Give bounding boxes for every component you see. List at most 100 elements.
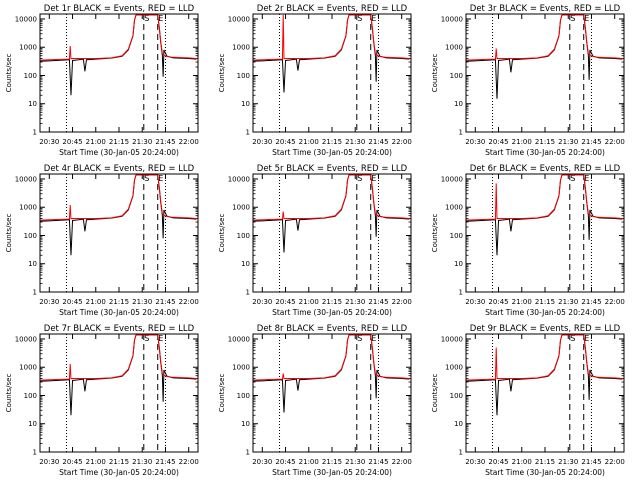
x-tick-label: 20:30	[39, 138, 59, 146]
x-tick-label: 21:45	[155, 138, 175, 146]
y-tick-label: 10000	[441, 175, 463, 183]
x-tick-label: 21:30	[345, 458, 365, 466]
x-tick-label: 22:00	[179, 458, 199, 466]
chart-title: Det 4r BLACK = Events, RED = LLD	[44, 164, 195, 174]
y-tick-label: 1	[459, 289, 463, 297]
x-tick-label: 20:45	[275, 458, 295, 466]
y-tick-label: 1000	[232, 364, 250, 372]
x-axis-label: Start Time (30-Jan-05 20:24:00)	[272, 308, 392, 317]
interval-marker-label: S	[144, 334, 149, 343]
y-axis-label: Counts/sec	[431, 54, 439, 93]
interval-marker-label: S	[570, 334, 575, 343]
detector-panel: Det 4r BLACK = Events, RED = LLD Counts/s…	[5, 164, 199, 317]
series-line-black	[465, 334, 623, 416]
x-axis-label: Start Time (30-Jan-05 20:24:00)	[272, 468, 392, 477]
y-tick-label: 1	[459, 129, 463, 137]
y-tick-label: 1000	[445, 44, 463, 52]
x-tick-label: 20:45	[62, 298, 82, 306]
plot-frame	[39, 13, 199, 133]
chart-title: Det 7r BLACK = Events, RED = LLD	[44, 324, 195, 334]
x-tick-label: 21:30	[558, 298, 578, 306]
series-line-red	[465, 174, 623, 221]
series-line-black	[252, 174, 410, 253]
y-tick-label: 100	[450, 392, 463, 400]
x-tick-label: 21:30	[132, 138, 152, 146]
y-axis-label: Counts/sec	[218, 54, 226, 93]
y-tick-label: 10	[241, 260, 250, 268]
x-tick-label: 20:45	[488, 298, 508, 306]
x-tick-label: 21:45	[368, 138, 388, 146]
plot-frame	[252, 333, 412, 453]
interval-marker-label: E	[158, 334, 163, 343]
x-axis-label: Start Time (30-Jan-05 20:24:00)	[272, 148, 392, 157]
chart-title: Det 6r BLACK = Events, RED = LLD	[470, 164, 621, 174]
x-tick-label: 21:15	[109, 138, 129, 146]
detector-panel: Det 9r BLACK = Events, RED = LLD Counts/s…	[431, 324, 625, 477]
x-tick-label: 21:45	[155, 298, 175, 306]
y-tick-label: 100	[237, 232, 250, 240]
series-line-red	[252, 14, 410, 61]
y-tick-label: 100	[450, 72, 463, 80]
y-axis-label: Counts/sec	[5, 214, 13, 253]
chart-title: Det 5r BLACK = Events, RED = LLD	[257, 164, 408, 174]
detector-panel: Det 7r BLACK = Events, RED = LLD Counts/s…	[5, 324, 199, 477]
series-line-red	[465, 334, 623, 381]
y-tick-label: 1	[246, 289, 250, 297]
interval-marker-label: S	[570, 14, 575, 23]
x-tick-label: 21:30	[558, 138, 578, 146]
series-line-black	[39, 334, 197, 416]
y-tick-label: 10	[241, 420, 250, 428]
chart-title: Det 9r BLACK = Events, RED = LLD	[470, 324, 621, 334]
x-tick-label: 20:30	[252, 458, 272, 466]
y-tick-label: 1	[246, 449, 250, 457]
x-tick-label: 20:30	[465, 138, 485, 146]
x-axis-label: Start Time (30-Jan-05 20:24:00)	[59, 468, 179, 477]
y-tick-label: 1000	[445, 204, 463, 212]
y-tick-label: 100	[24, 72, 37, 80]
x-tick-label: 21:15	[109, 298, 129, 306]
series-line-black	[39, 14, 197, 96]
detector-panel: Det 2r BLACK = Events, RED = LLD Counts/s…	[218, 4, 412, 157]
x-tick-label: 20:30	[252, 298, 272, 306]
interval-marker-label: E	[584, 14, 589, 23]
plot-frame	[39, 333, 199, 453]
x-tick-label: 21:00	[86, 298, 106, 306]
x-tick-label: 21:00	[512, 138, 532, 146]
interval-marker-label: E	[371, 14, 376, 23]
x-tick-label: 21:15	[322, 458, 342, 466]
interval-marker-label: S	[357, 334, 362, 343]
x-tick-label: 20:30	[252, 138, 272, 146]
x-tick-label: 20:30	[39, 298, 59, 306]
interval-marker-label: E	[371, 174, 376, 183]
x-axis-label: Start Time (30-Jan-05 20:24:00)	[485, 468, 605, 477]
y-axis-label: Counts/sec	[5, 54, 13, 93]
x-tick-label: 22:00	[605, 138, 625, 146]
y-tick-label: 10	[454, 260, 463, 268]
y-tick-label: 10000	[15, 15, 37, 23]
plot-frame	[252, 13, 412, 133]
y-tick-label: 10000	[441, 15, 463, 23]
x-tick-label: 21:00	[512, 458, 532, 466]
y-tick-label: 1000	[232, 44, 250, 52]
x-axis-label: Start Time (30-Jan-05 20:24:00)	[59, 308, 179, 317]
x-tick-label: 21:15	[535, 298, 555, 306]
x-tick-label: 21:45	[155, 458, 175, 466]
plot-frame	[465, 173, 625, 293]
x-tick-label: 21:30	[558, 458, 578, 466]
series-line-black	[252, 14, 410, 93]
y-tick-label: 1	[33, 449, 37, 457]
x-tick-label: 21:30	[345, 298, 365, 306]
x-axis-label: Start Time (30-Jan-05 20:24:00)	[485, 308, 605, 317]
interval-marker-label: S	[144, 14, 149, 23]
series-line-black	[465, 14, 623, 99]
plot-frame	[465, 333, 625, 453]
x-tick-label: 20:45	[488, 138, 508, 146]
y-tick-label: 10	[241, 100, 250, 108]
y-tick-label: 10	[28, 260, 37, 268]
y-tick-label: 1	[33, 129, 37, 137]
x-tick-label: 21:15	[322, 298, 342, 306]
interval-marker-label: E	[371, 334, 376, 343]
series-line-black	[465, 174, 623, 256]
plot-frame	[252, 173, 412, 293]
